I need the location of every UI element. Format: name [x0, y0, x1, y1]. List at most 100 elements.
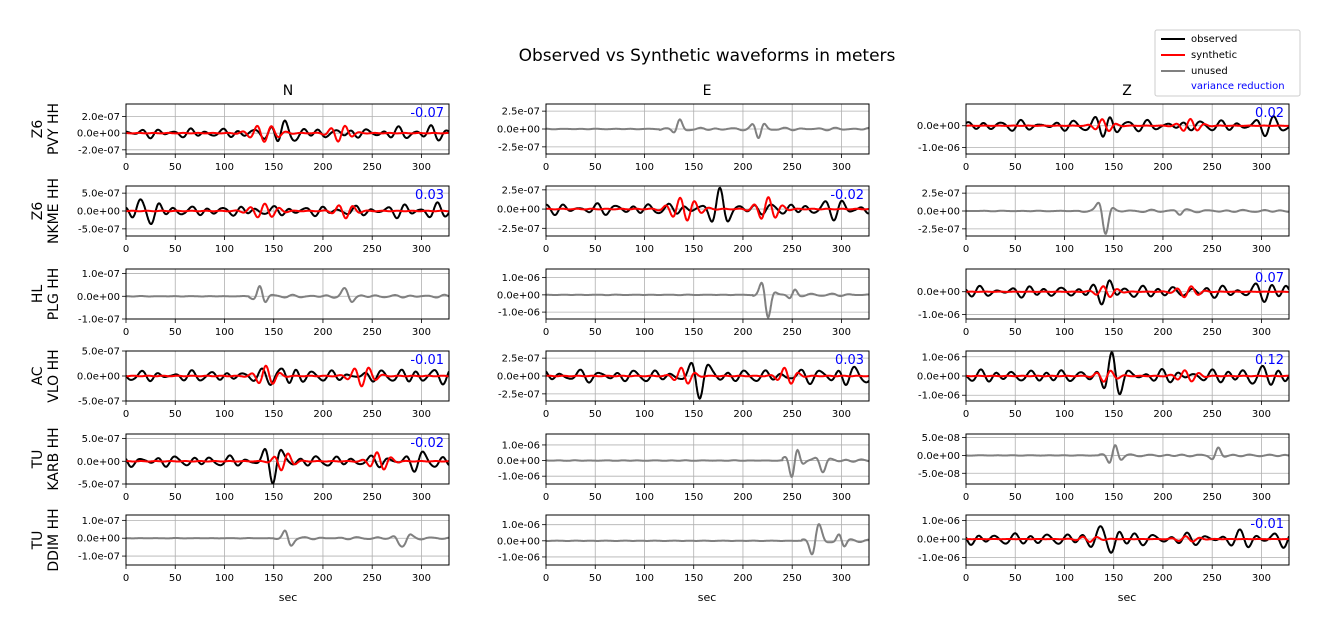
x-tick-label: 0: [963, 492, 969, 503]
panel-z-nkme-hh: 0 50 100 150 200 250 300 2.5e-07 0.0e+00 -2.5e-07: [917, 185, 1290, 255]
x-tick-label: 50: [1009, 162, 1022, 173]
panel-z-karb-hh: 0 50 100 150 200 250 300 5.0e-08 0.0e+00 -5.0e-08: [917, 433, 1290, 503]
x-tick-label: 250: [1203, 244, 1222, 255]
row-network-tu-4: TU: [30, 450, 46, 470]
x-tick-label: 100: [215, 244, 234, 255]
variance-reduction-label: 0.12: [1255, 353, 1284, 368]
x-tick-label: 250: [783, 162, 802, 173]
x-tick-label: 250: [363, 492, 382, 503]
column-title-z: Z: [1122, 83, 1132, 99]
x-tick-label: 100: [215, 409, 234, 420]
axes-frame: [125, 268, 450, 320]
y-tick-label: 1.0e-06: [922, 352, 960, 363]
x-tick-label: 300: [1252, 162, 1271, 173]
y-tick-label: -1.0e-06: [498, 552, 540, 563]
row-network-ac-3: AC: [30, 366, 46, 385]
x-tick-label: 250: [363, 162, 382, 173]
y-tick-label: 2.5e-07: [502, 185, 540, 196]
y-tick-label: 0.0e+00: [77, 129, 120, 140]
x-tick-label: 0: [543, 327, 549, 338]
x-tick-label: 300: [412, 327, 431, 338]
row-network-z6-1: Z6: [30, 202, 46, 221]
y-tick-label: -5.0e-07: [78, 480, 120, 491]
x-tick-label: 200: [733, 162, 752, 173]
panel-n-nkme-hh: 0 50 100 150 200 250 300 5.0e-07 0.0e+00 -5.0e-07…: [77, 185, 450, 255]
x-tick-label: 0: [963, 244, 969, 255]
row-network-hl-2: HL: [30, 285, 46, 304]
x-tick-label: 50: [169, 409, 182, 420]
y-tick-label: -2.5e-07: [498, 224, 540, 235]
y-tick-label: 0.0e+00: [497, 205, 540, 216]
x-tick-label: 0: [543, 492, 549, 503]
panel-z-vlo-hh: 0 50 100 150 200 250 300 1.0e-06 0.0e+00 -1.0e-06…: [917, 350, 1290, 420]
y-tick-label: 0.0e+00: [77, 292, 120, 303]
x-tick-label: 200: [313, 409, 332, 420]
x-tick-label: 0: [963, 327, 969, 338]
synthetic-trace: [966, 285, 1289, 299]
y-tick-label: -5.0e-08: [918, 469, 960, 480]
x-tick-label: 0: [543, 573, 549, 584]
y-tick-label: 5.0e-07: [82, 189, 120, 200]
y-tick-label: 2.0e-07: [82, 112, 120, 123]
x-tick-label: 0: [543, 244, 549, 255]
x-tick-label: 300: [412, 573, 431, 584]
x-tick-label: 0: [123, 573, 129, 584]
y-tick-label: -1.0e-06: [918, 310, 960, 321]
x-tick-label: 0: [543, 162, 549, 173]
unused-trace: [546, 281, 869, 319]
x-tick-label: 250: [783, 244, 802, 255]
y-tick-label: 0.0e+00: [497, 290, 540, 301]
x-tick-label: 100: [635, 492, 654, 503]
unused-trace: [546, 118, 869, 139]
x-tick-label: 50: [169, 573, 182, 584]
y-tick-label: -1.0e-07: [78, 315, 120, 326]
x-tick-label: 150: [684, 327, 703, 338]
x-tick-label: 300: [832, 327, 851, 338]
x-axis-label-z: sec: [1118, 591, 1137, 604]
y-tick-label: 1.0e-07: [82, 516, 120, 527]
x-tick-label: 150: [1104, 244, 1123, 255]
y-tick-label: 0.0e+00: [77, 457, 120, 468]
observed-trace: [546, 186, 869, 223]
x-tick-label: 250: [783, 573, 802, 584]
y-tick-label: 0.0e+00: [497, 372, 540, 383]
x-tick-label: 100: [1055, 409, 1074, 420]
axes-frame: [125, 514, 450, 566]
x-tick-label: 300: [832, 573, 851, 584]
panel-n-vlo-hh: 0 50 100 150 200 250 300 5.0e-07 0.0e+00 -5.0e-07…: [77, 347, 450, 420]
x-tick-label: 150: [264, 409, 283, 420]
x-tick-label: 150: [1104, 573, 1123, 584]
panel-e-karb-hh: 0 50 100 150 200 250 300 1.0e-06 0.0e+00 -1.0e-06: [497, 433, 870, 503]
x-tick-label: 100: [635, 327, 654, 338]
x-tick-label: 50: [1009, 492, 1022, 503]
x-tick-label: 200: [733, 327, 752, 338]
axes-frame: [965, 350, 1290, 402]
y-tick-label: 0.0e+00: [497, 536, 540, 547]
axes-frame: [545, 268, 870, 320]
y-tick-label: -1.0e-06: [918, 553, 960, 564]
row-network-z6-0: Z6: [30, 120, 46, 139]
y-tick-label: 5.0e-07: [82, 434, 120, 445]
x-tick-label: 150: [684, 409, 703, 420]
y-tick-label: 0.0e+00: [917, 287, 960, 298]
y-tick-label: -1.0e-06: [918, 391, 960, 402]
y-tick-label: 0.0e+00: [497, 125, 540, 136]
synthetic-trace: [126, 364, 449, 388]
variance-reduction-label: 0.03: [415, 188, 444, 203]
x-tick-label: 250: [1203, 162, 1222, 173]
y-tick-label: 2.5e-07: [502, 354, 540, 365]
x-tick-label: 100: [635, 244, 654, 255]
x-tick-label: 200: [1153, 244, 1172, 255]
column-title-e: E: [703, 83, 712, 99]
observed-trace: [546, 361, 869, 400]
axes-frame: [965, 103, 1290, 155]
x-tick-label: 100: [1055, 573, 1074, 584]
panel-e-pvy-hh: 0 50 100 150 200 250 300 2.5e-07 0.0e+00 -2.5e-07: [497, 103, 870, 173]
unused-trace: [966, 444, 1289, 464]
panel-e-nkme-hh: 0 50 100 150 200 250 300 2.5e-07 0.0e+00 -2.5e-07…: [497, 185, 870, 255]
legend-label-unused: unused: [1191, 66, 1228, 77]
x-tick-label: 50: [589, 492, 602, 503]
x-tick-label: 200: [313, 327, 332, 338]
y-tick-label: 2.5e-07: [922, 189, 960, 200]
synthetic-trace: [546, 366, 869, 385]
